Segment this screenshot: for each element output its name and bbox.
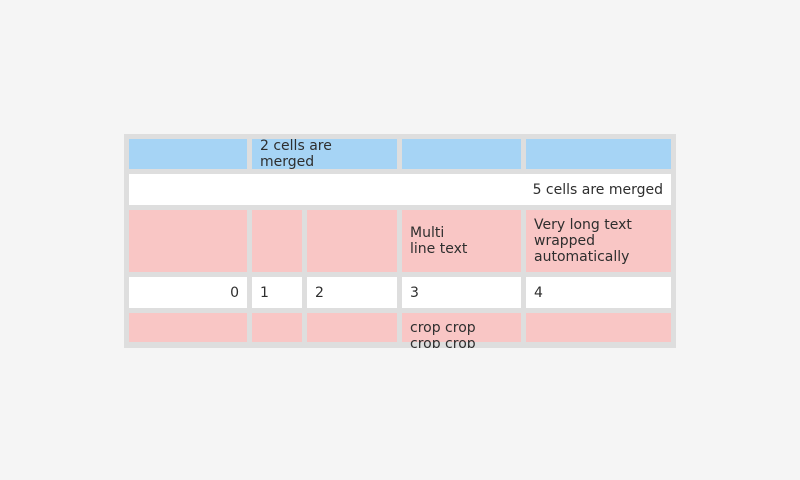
cell-text: 3: [410, 284, 419, 301]
table-cell-r3c2[interactable]: [252, 210, 302, 272]
table-cell-r4c2[interactable]: 1: [252, 277, 302, 308]
table-cell-r1c4[interactable]: [402, 139, 521, 169]
table-cell-r1-merged-2cols[interactable]: 2 cells are merged: [252, 138, 397, 170]
table-cell-r5c4-cropped[interactable]: crop crop crop crop: [402, 313, 521, 348]
table-cell-r3c5-wrapped[interactable]: Very long text wrapped automatically: [526, 210, 671, 272]
table-widget[interactable]: 2 cells are merged 5 cells are merged Mu…: [124, 134, 676, 348]
cell-text: 4: [534, 284, 543, 301]
cell-text: 2: [315, 284, 324, 301]
cell-text: 2 cells are merged: [260, 138, 332, 170]
table-cell-r4c5[interactable]: 4: [526, 277, 671, 308]
cell-text: 1: [260, 284, 269, 301]
table-cell-r4c1[interactable]: 0: [129, 277, 247, 308]
table-cell-r3c4-multiline[interactable]: Multi line text: [402, 210, 521, 272]
table-cell-r3c1[interactable]: [129, 210, 247, 272]
cell-text: 5 cells are merged: [532, 181, 663, 198]
cell-text: Very long text wrapped automatically: [534, 217, 632, 265]
cell-text: 0: [230, 284, 239, 301]
table-cell-r5c2[interactable]: [252, 313, 302, 342]
table-cell-r1c1[interactable]: [129, 139, 247, 169]
table-cell-r4c3[interactable]: 2: [307, 277, 397, 308]
cell-text: crop crop crop crop: [410, 320, 476, 348]
table-cell-r2-merged-5cols[interactable]: 5 cells are merged: [129, 174, 671, 205]
table-cell-r4c4[interactable]: 3: [402, 277, 521, 308]
table-cell-r3c3[interactable]: [307, 210, 397, 272]
table-cell-r5c1[interactable]: [129, 313, 247, 342]
table-cell-r1c5[interactable]: [526, 139, 671, 169]
table-cell-r5c3[interactable]: [307, 313, 397, 342]
cell-text: Multi line text: [410, 225, 468, 257]
table-cell-r5c5[interactable]: [526, 313, 671, 342]
